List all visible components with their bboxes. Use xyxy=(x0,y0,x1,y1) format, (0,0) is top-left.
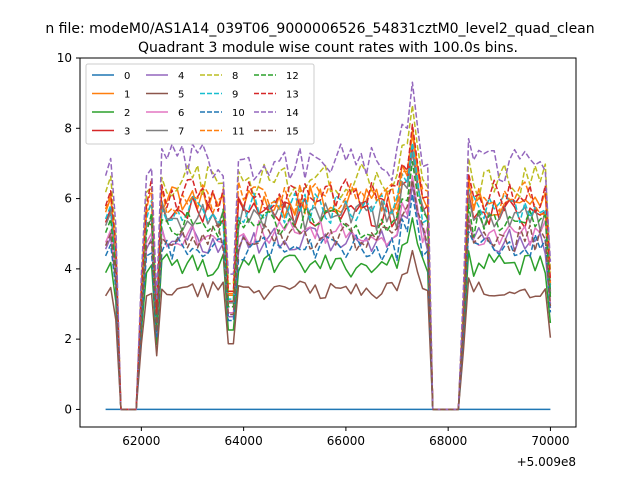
legend-label-11: 11 xyxy=(232,127,245,138)
series-line-12 xyxy=(104,160,552,411)
series-line-10 xyxy=(104,193,552,411)
series-layer xyxy=(104,81,552,411)
x-tick-label: 70000 xyxy=(531,434,569,448)
chart-title: Quadrant 3 module wise count rates with … xyxy=(138,40,518,56)
legend-label-3: 3 xyxy=(124,127,130,138)
y-axis: 0 2 4 6 8 10 xyxy=(57,51,80,416)
legend-label-4: 4 xyxy=(178,71,184,82)
legend-label-1: 1 xyxy=(124,90,130,101)
legend-label-14: 14 xyxy=(286,108,299,119)
series-line-5 xyxy=(104,249,552,411)
legend-label-15: 15 xyxy=(286,127,299,138)
x-axis: 62000 64000 66000 68000 70000 xyxy=(122,427,570,448)
legend-label-5: 5 xyxy=(178,90,184,101)
y-tick-label: 4 xyxy=(64,262,72,276)
legend-label-10: 10 xyxy=(232,108,245,119)
y-tick-label: 0 xyxy=(64,402,72,416)
axes-frame xyxy=(79,57,577,428)
axes-spines xyxy=(79,57,577,428)
series-line-8 xyxy=(104,104,552,411)
x-tick-label: 64000 xyxy=(225,434,263,448)
figure-suptitle: n file: modeM0/AS1A14_039T06_9000006526_… xyxy=(45,21,594,37)
series-line-7 xyxy=(104,151,552,411)
series-line-14 xyxy=(104,81,552,411)
legend-label-9: 9 xyxy=(232,90,238,101)
legend-label-6: 6 xyxy=(178,108,184,119)
series-line-4 xyxy=(104,184,552,411)
series-line-13 xyxy=(104,123,552,411)
legend-label-0: 0 xyxy=(124,71,130,82)
x-offset-label: +5.009e8 xyxy=(517,455,576,469)
y-tick-label: 8 xyxy=(64,121,72,135)
legend-label-2: 2 xyxy=(124,108,130,119)
legend-label-13: 13 xyxy=(286,90,299,101)
legend-label-7: 7 xyxy=(178,127,184,138)
legend-label-8: 8 xyxy=(232,71,238,82)
series-line-2 xyxy=(104,217,552,411)
x-tick-label: 68000 xyxy=(429,434,467,448)
y-tick-label: 2 xyxy=(64,332,72,346)
legend-label-12: 12 xyxy=(286,71,299,82)
y-tick-label: 10 xyxy=(57,51,72,65)
y-tick-label: 6 xyxy=(64,192,72,206)
legend-box xyxy=(85,63,315,145)
x-tick-label: 62000 xyxy=(122,434,160,448)
series-line-11 xyxy=(104,128,552,411)
x-tick-label: 66000 xyxy=(327,434,365,448)
series-line-15 xyxy=(104,179,552,411)
